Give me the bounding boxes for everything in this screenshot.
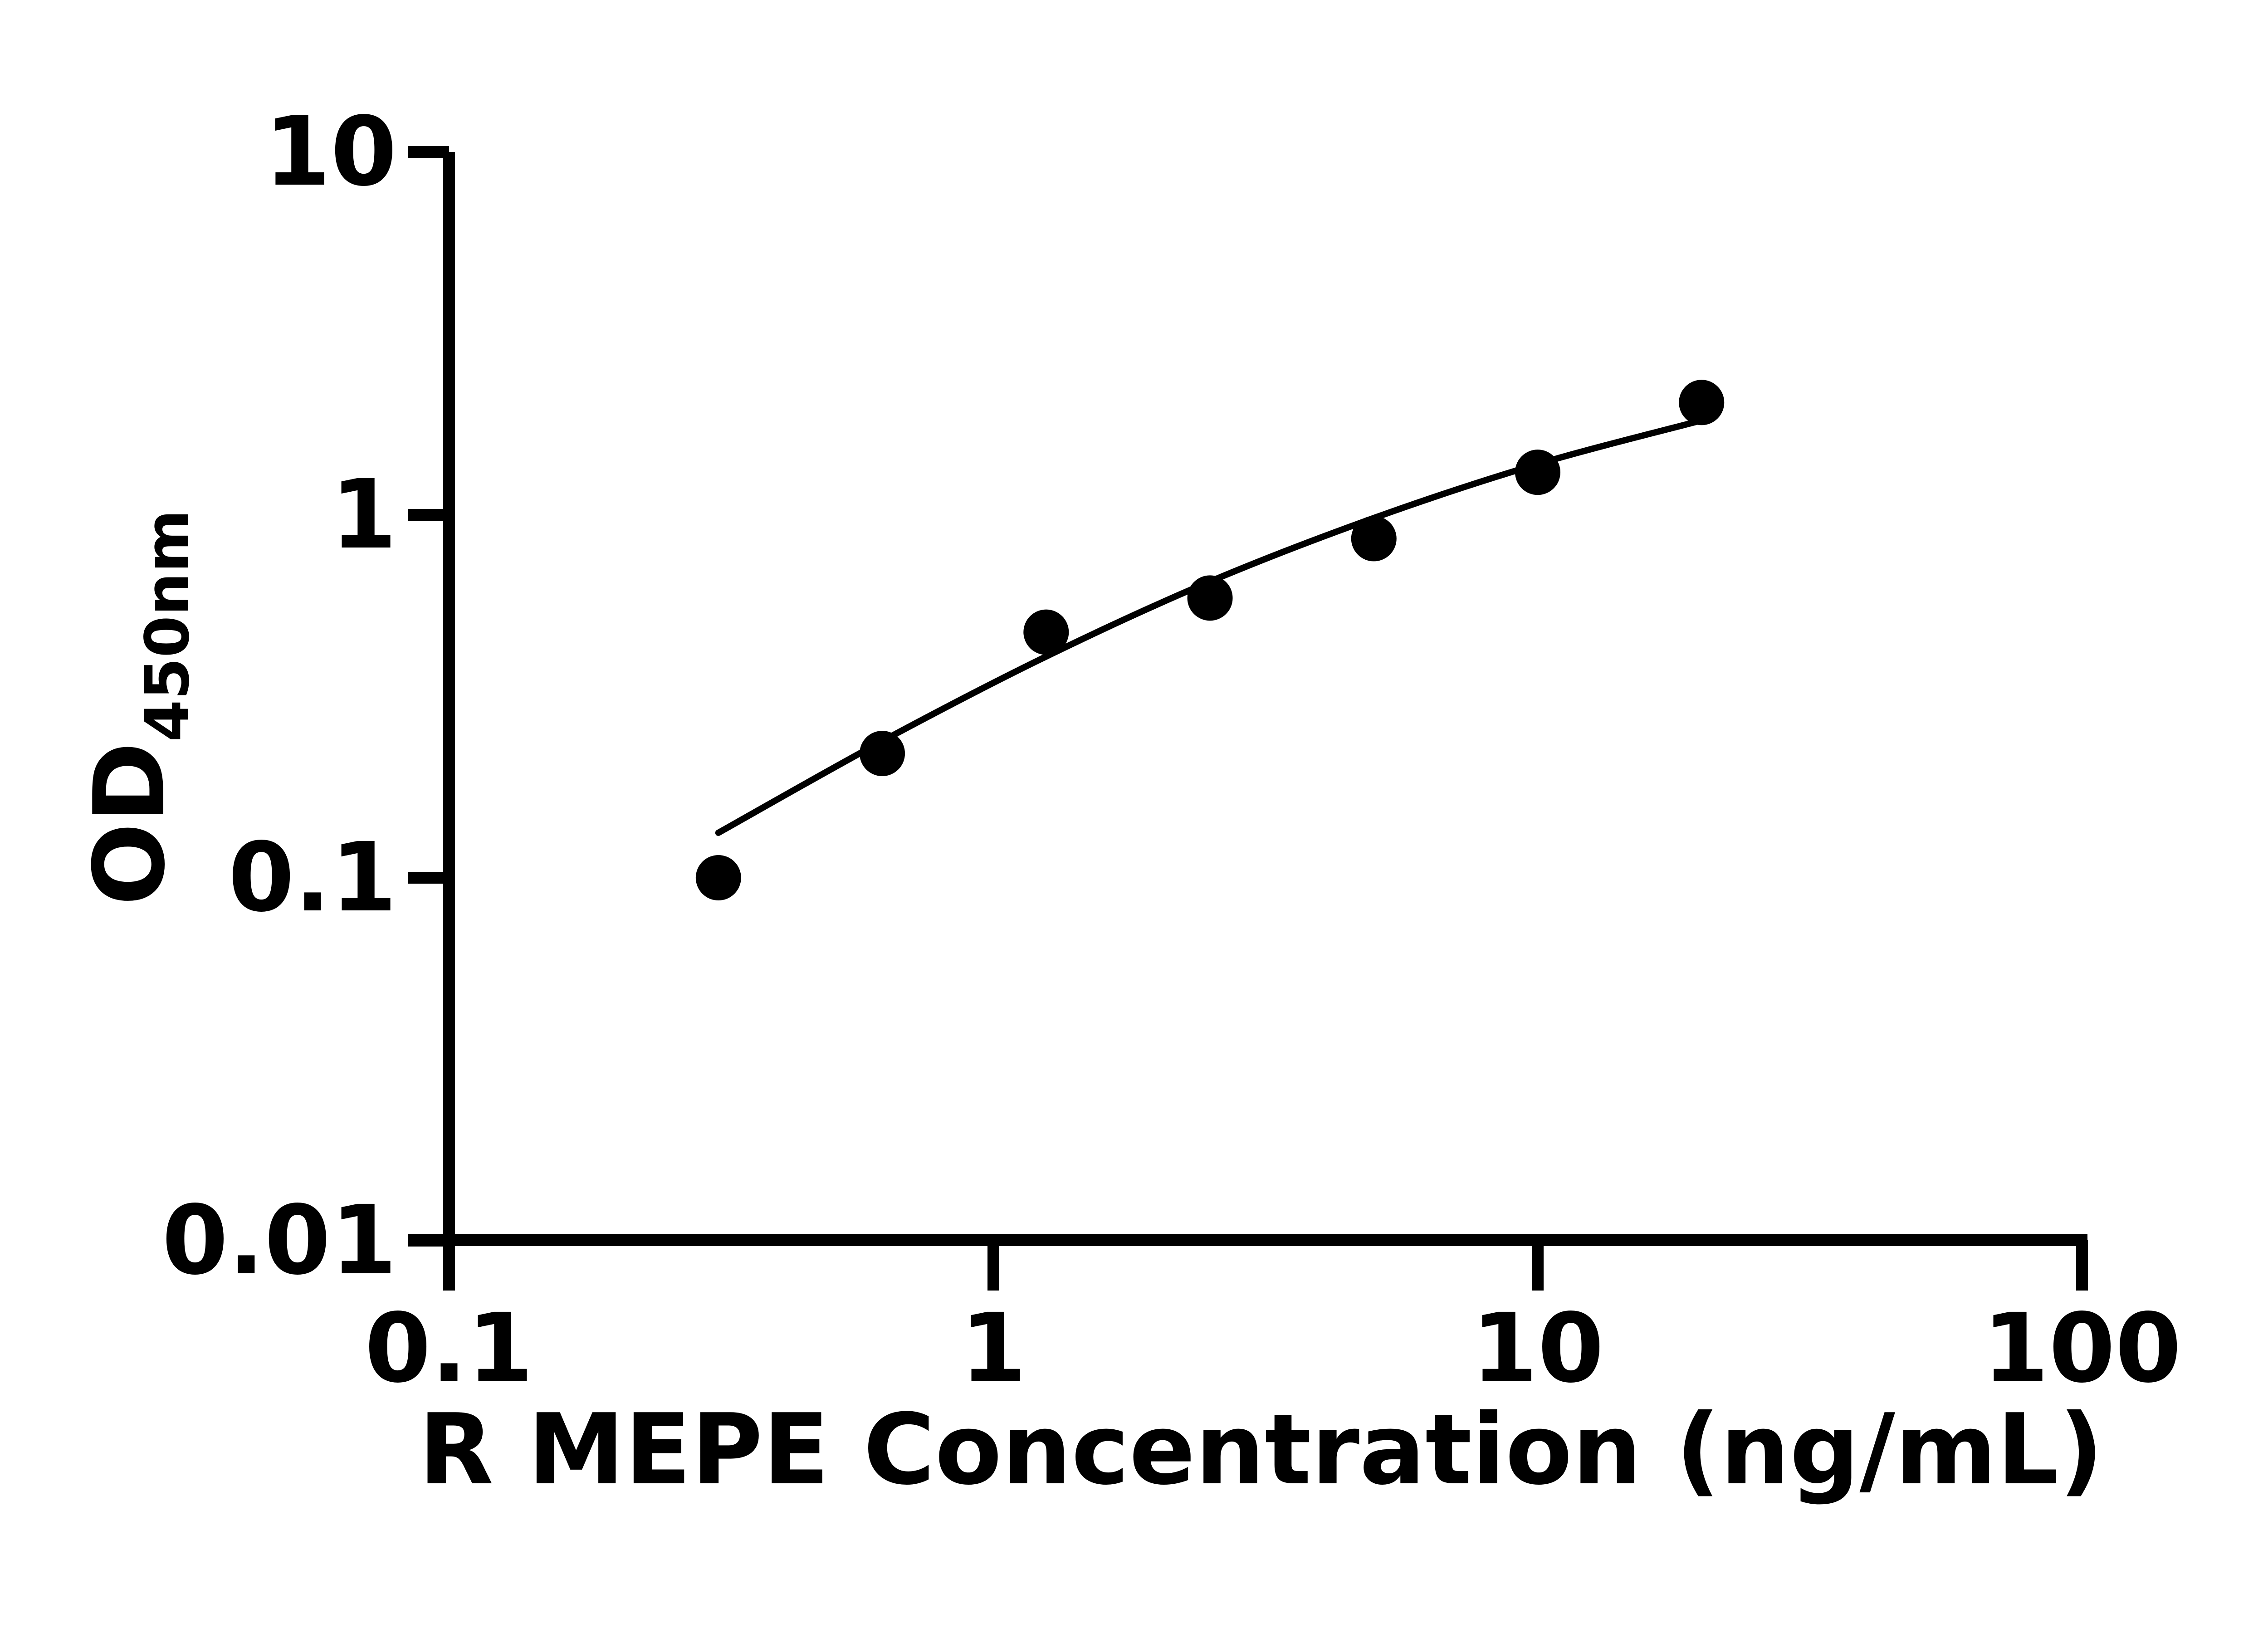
y-tick-label-0.1: 0.1 — [228, 822, 397, 933]
y-axis-title-subscript: 450nm — [132, 509, 203, 742]
y-axis-ticks — [408, 146, 449, 1247]
data-point — [860, 731, 905, 777]
data-point — [1679, 380, 1725, 425]
y-axis-title: OD450nm — [73, 509, 203, 905]
x-tick-label-10: 10 — [1471, 1293, 1604, 1404]
axis-lines — [408, 152, 2087, 1288]
data-point — [1187, 575, 1233, 621]
x-tick-label-0.1: 0.1 — [365, 1293, 533, 1404]
data-point — [1515, 450, 1560, 495]
y-axis-tick-labels: 10 1 0.1 0.01 — [162, 96, 397, 1296]
y-axis-title-main: OD — [73, 742, 186, 905]
y-axis-title-group: OD450nm — [73, 509, 203, 905]
data-point-markers — [695, 380, 1725, 900]
data-point — [1023, 609, 1069, 655]
y-tick-label-10: 10 — [264, 96, 397, 207]
x-axis-title: R MEPE Concentration (ng/mL) — [419, 1393, 2103, 1506]
y-tick-label-0.01: 0.01 — [162, 1185, 397, 1296]
y-tick-label-1: 1 — [331, 459, 397, 570]
x-axis-ticks — [443, 1240, 2088, 1291]
x-tick-label-1: 1 — [960, 1293, 1026, 1404]
data-point — [1351, 516, 1397, 562]
x-tick-label-100: 100 — [1983, 1293, 2181, 1404]
x-axis-tick-labels: 0.1 1 10 100 — [365, 1293, 2181, 1404]
data-point — [695, 855, 741, 900]
